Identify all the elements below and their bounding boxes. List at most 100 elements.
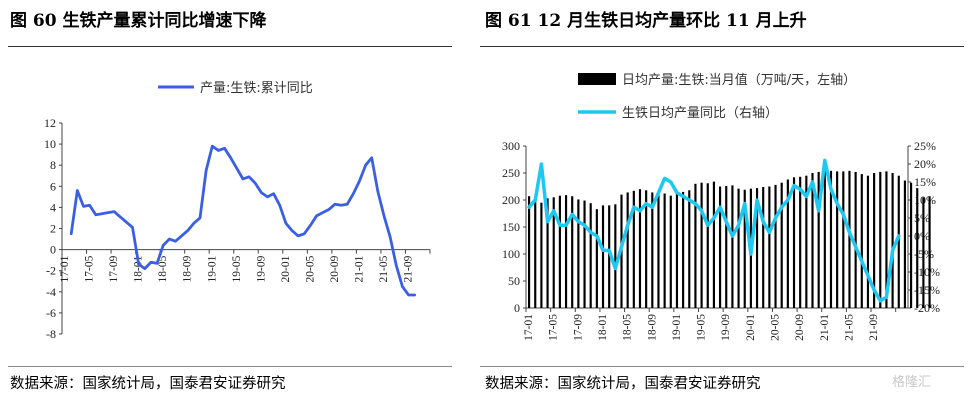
right-bar (645, 190, 648, 308)
left-x-tick-label: 21-09 (403, 255, 415, 282)
left-x-tick-label: 18-05 (157, 255, 169, 282)
left-series-point (137, 263, 140, 266)
left-series-point (328, 208, 330, 211)
left-x-tick-label: 18-01 (133, 255, 145, 282)
right-x-tick-label: 20-05 (770, 314, 782, 341)
left-series-point (389, 236, 391, 238)
right-x-tick-label: 19-09 (720, 314, 732, 341)
right-bar (836, 171, 839, 308)
right-bar (577, 199, 580, 308)
right-series-point (836, 202, 839, 205)
right-series-point (817, 209, 820, 212)
right-title-rule (480, 46, 964, 47)
right-series-point (713, 217, 715, 219)
left-title-rule (8, 46, 452, 47)
left-series-point (260, 191, 263, 194)
right-x-tick-label: 19-05 (696, 314, 708, 341)
right-bar (774, 184, 777, 308)
left-y-tick-label: 12 (44, 116, 56, 130)
left-series-point (272, 192, 275, 195)
right-x-tick-label: 21-09 (868, 314, 880, 341)
left-series-point (297, 235, 299, 237)
left-x-tick-label: 18-09 (182, 255, 194, 282)
left-series-point (370, 157, 373, 159)
left-legend-label: 产量:生铁:累计同比 (200, 81, 313, 96)
right-series-point (799, 188, 802, 191)
left-series-point (101, 212, 103, 215)
watermark-logo: 格隆汇 (892, 375, 932, 390)
left-x-tick-label: 17-09 (108, 255, 120, 282)
right-bar (860, 174, 863, 308)
right-bar (712, 181, 715, 308)
left-series-point (242, 178, 244, 180)
right-series-point (688, 199, 691, 201)
right-bar (669, 195, 672, 308)
right-bar (719, 186, 722, 308)
right-left-y-tick-label: 200 (502, 193, 520, 207)
right-bar (608, 205, 611, 308)
right-legend-line-label: 生铁日均产量同比（右轴） (622, 106, 778, 121)
right-bar (805, 175, 808, 308)
right-bar (571, 196, 574, 308)
right-bar (768, 186, 771, 308)
right-bar (854, 171, 857, 308)
right-bar (842, 171, 845, 308)
right-bar (688, 190, 691, 308)
left-series-point (229, 157, 232, 159)
left-panel-title: 图 60 生铁产量累计同比增速下降 (10, 11, 267, 31)
left-y-tick-label: -4 (46, 285, 56, 299)
right-left-y-tick-label: 0 (514, 301, 520, 315)
left-y-tick-label: 2 (50, 222, 56, 236)
right-series-point (589, 231, 592, 234)
right-x-tick-label: 19-01 (671, 314, 683, 341)
right-series-point (830, 188, 832, 191)
left-series-point (186, 229, 189, 232)
left-series-point (107, 211, 109, 214)
right-bar (583, 200, 586, 308)
right-bar (762, 187, 765, 308)
right-series-point (558, 224, 561, 227)
right-series-point (632, 206, 635, 209)
left-series-point (407, 294, 410, 296)
right-bar (534, 200, 537, 308)
right-bar (540, 202, 543, 308)
right-bar (897, 175, 900, 308)
right-bar (694, 183, 697, 308)
right-series-point (540, 163, 543, 165)
right-series-point (823, 159, 826, 162)
left-x-tick-label: 17-01 (59, 255, 71, 282)
right-right-y-tick-label: 25% (914, 139, 936, 153)
right-series-point (749, 253, 752, 255)
right-x-tick-label: 21-05 (843, 314, 855, 341)
right-bar (743, 189, 746, 308)
right-bar (792, 177, 796, 308)
left-series-point (266, 196, 269, 198)
right-series-point (571, 213, 574, 216)
right-source-note: 数据来源：国家统计局，国泰君安证券研究 (485, 376, 761, 392)
right-series-point (608, 249, 611, 252)
right-series-point (737, 224, 740, 227)
left-series-point (352, 192, 355, 195)
right-bar (879, 171, 882, 308)
right-series-point (848, 231, 851, 234)
right-bar (885, 171, 888, 308)
left-series-point (180, 235, 183, 237)
left-source-rule (8, 366, 452, 367)
right-x-tick-label: 18-01 (597, 314, 609, 341)
right-bar (614, 204, 617, 308)
right-series-point (793, 184, 795, 187)
right-series-point (786, 199, 789, 201)
right-series-point (565, 224, 567, 227)
right-x-tick-label: 17-05 (548, 314, 560, 341)
right-bar (675, 194, 679, 308)
left-series-point (125, 221, 128, 223)
left-series-point (395, 264, 398, 267)
right-series-point (756, 199, 758, 201)
right-bar (829, 170, 833, 308)
right-bar (755, 188, 759, 308)
right-bar (595, 209, 598, 308)
right-series-point (602, 249, 604, 252)
right-bar (725, 185, 728, 308)
right-bar (903, 180, 906, 308)
